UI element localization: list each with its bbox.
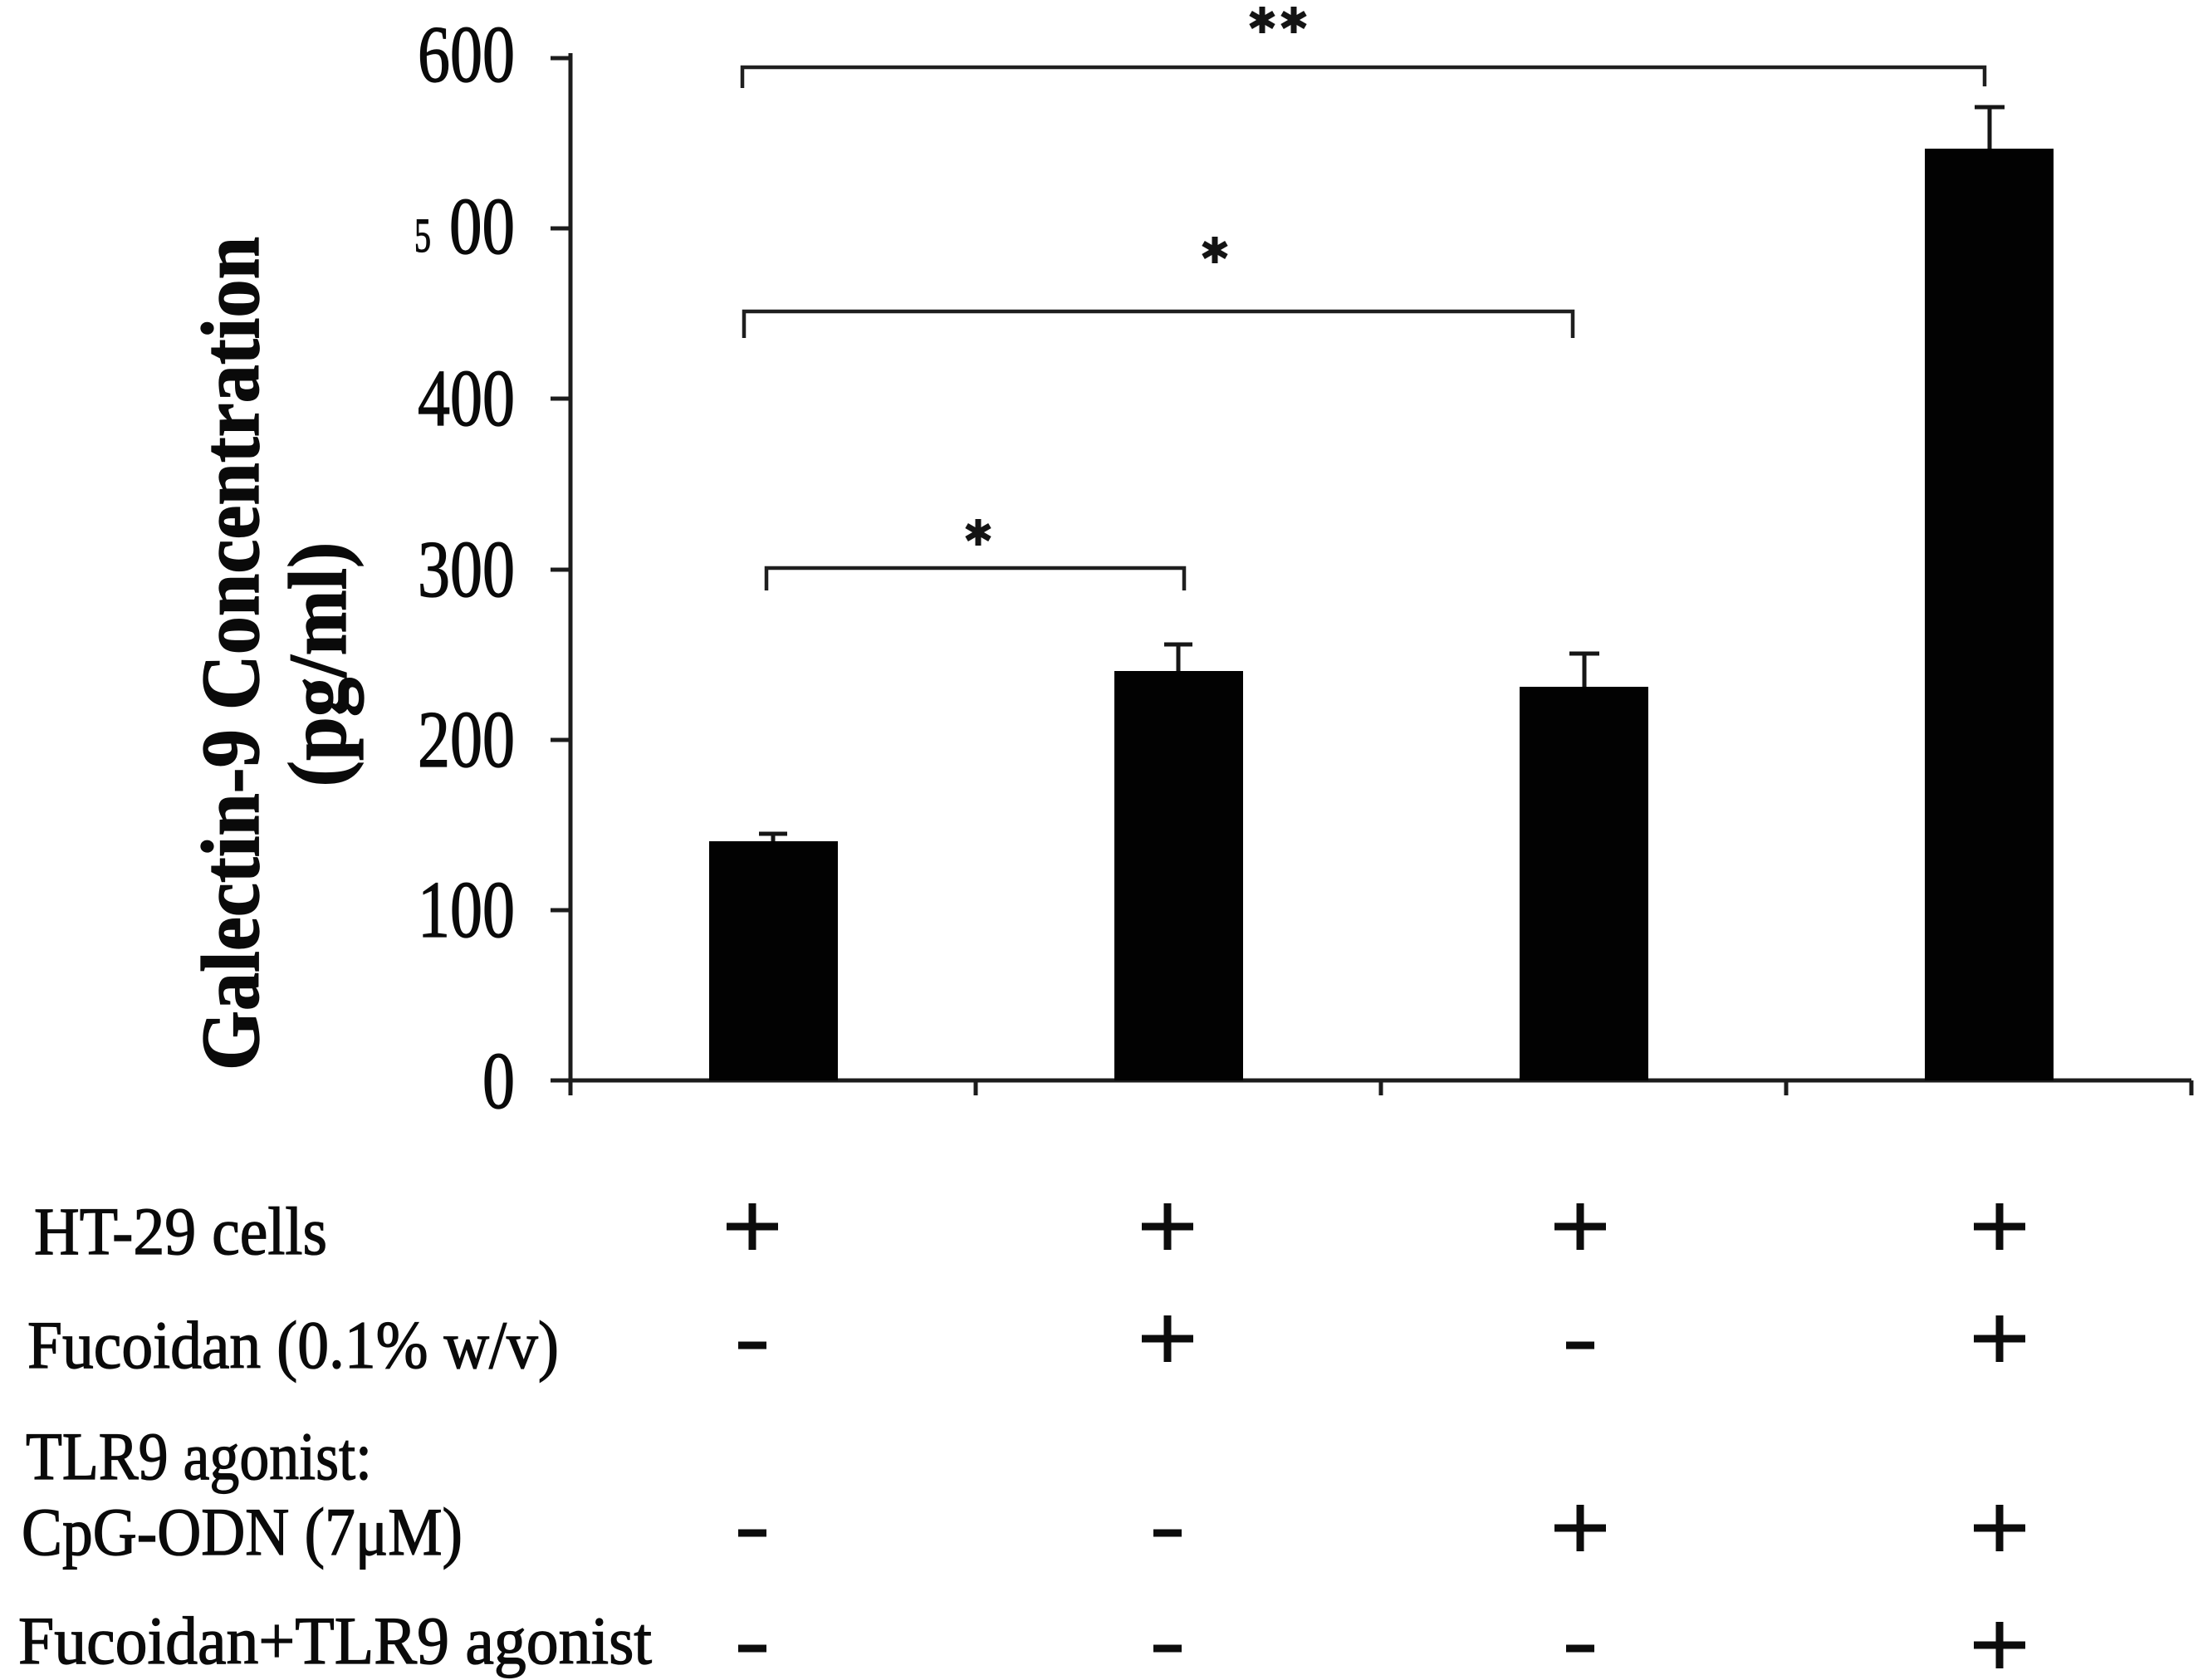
- svg-text:TLR9 agonist:: TLR9 agonist:: [26, 1418, 372, 1494]
- svg-text:HT-29 cells: HT-29 cells: [34, 1193, 327, 1269]
- svg-text:CpG-ODN (7μM): CpG-ODN (7μM): [22, 1494, 463, 1570]
- svg-text:Galectin-9 Concentration: Galectin-9 Concentration: [184, 237, 277, 1070]
- svg-text:5: 5: [414, 208, 431, 262]
- svg-text:Fucoidan (0.1% w/v): Fucoidan (0.1% w/v): [27, 1307, 559, 1383]
- svg-text:00: 00: [449, 182, 515, 271]
- svg-text:400: 400: [418, 354, 515, 443]
- svg-text:Fucoidan+TLR9 agonist: Fucoidan+TLR9 agonist: [18, 1603, 652, 1678]
- svg-text:100: 100: [418, 865, 515, 954]
- svg-text:0: 0: [482, 1036, 515, 1125]
- svg-text:300: 300: [418, 525, 515, 614]
- svg-text:600: 600: [418, 10, 515, 99]
- svg-text:200: 200: [418, 695, 515, 784]
- svg-text:(pg/ml): (pg/ml): [272, 542, 364, 787]
